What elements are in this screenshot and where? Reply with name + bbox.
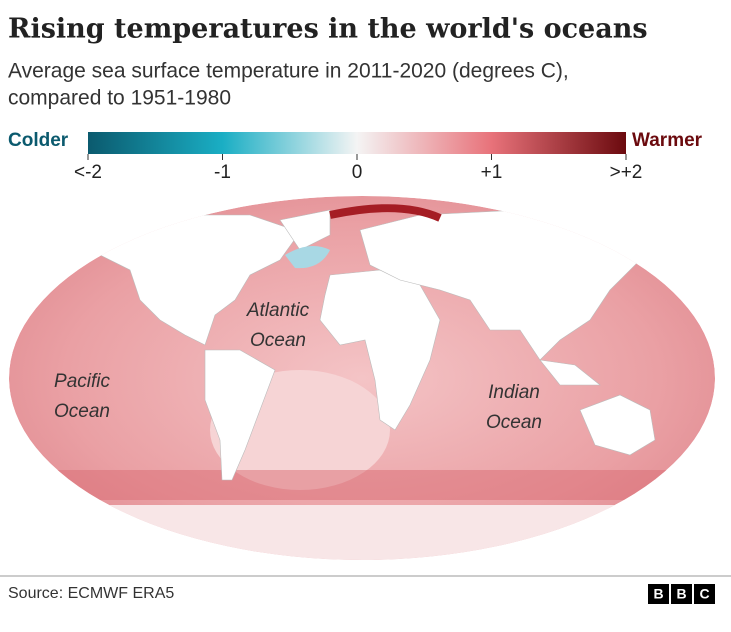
tick-label: >+2 (610, 162, 643, 183)
ocean-label: Indian (488, 382, 540, 403)
tick-label: <-2 (74, 162, 102, 183)
tick-label: -1 (214, 162, 231, 183)
logo-block (648, 584, 669, 604)
logo-block (694, 584, 715, 604)
legend-ticks: <-2 -1 0 +1 >+2 (74, 154, 642, 183)
ocean-label: Atlantic (246, 300, 310, 321)
logo-block (671, 584, 692, 604)
ocean-label: Ocean (54, 401, 110, 422)
ocean-label: Ocean (250, 330, 306, 351)
source: Source: ECMWF ERA5 (8, 585, 174, 602)
subtitle: Average sea surface temperature in 2011-… (8, 60, 569, 83)
color-bar (88, 132, 626, 154)
subtitle: compared to 1951-1980 (8, 87, 231, 110)
tick-label: +1 (481, 162, 503, 183)
legend-high-label: Warmer (632, 130, 703, 151)
tick-label: 0 (352, 162, 363, 183)
ocean-label: Ocean (486, 412, 542, 433)
legend-low-label: Colder (8, 130, 69, 151)
logo-letter: B (653, 586, 663, 602)
logo-letter: B (676, 586, 686, 602)
ocean-label: Pacific (54, 371, 110, 392)
logo-letter: C (699, 586, 709, 602)
title: Rising temperatures in the world's ocean… (8, 14, 648, 45)
